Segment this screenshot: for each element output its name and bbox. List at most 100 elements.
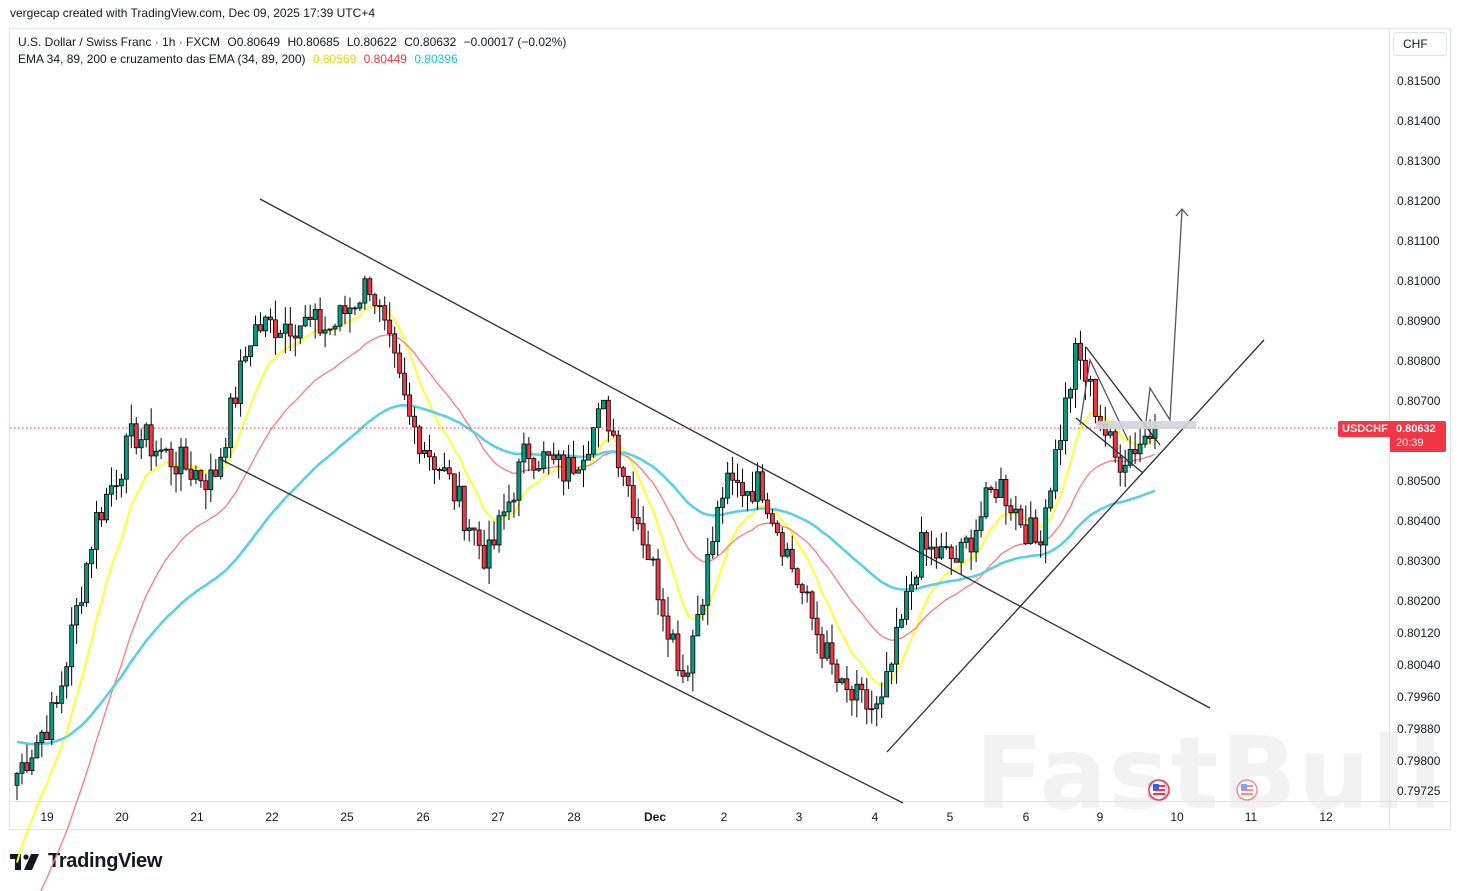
candle (392, 333, 398, 354)
chart-legend: U.S. Dollar / Swiss Franc · 1h · FXCM O0… (18, 34, 570, 68)
candle (397, 352, 403, 374)
ohlc-change: −0.00017 (−0.02%) (463, 35, 567, 49)
candle (521, 443, 527, 463)
candle (417, 426, 422, 454)
symbol-legend-row[interactable]: U.S. Dollar / Swiss Franc · 1h · FXCM O0… (18, 34, 570, 51)
candle (784, 548, 790, 557)
candle (675, 633, 681, 671)
candle (1087, 378, 1093, 382)
candle (104, 493, 109, 521)
candle (819, 634, 825, 659)
candle (302, 316, 308, 327)
price-axis-label: 0.80400 (1397, 514, 1441, 528)
ema34-value: 0.80569 (312, 52, 357, 66)
candle (337, 305, 343, 327)
candle (89, 549, 94, 565)
candle (755, 471, 760, 502)
candle (54, 702, 60, 705)
candle (79, 602, 85, 607)
flag-lower-line (1075, 417, 1144, 474)
candle (849, 689, 855, 701)
ema-200-line (16, 403, 1156, 746)
candle (998, 478, 1004, 499)
candle (884, 671, 890, 698)
time-axis-label: 3 (795, 810, 803, 824)
candle (506, 501, 512, 513)
candle (541, 451, 547, 469)
candle (496, 515, 502, 546)
candle (277, 332, 283, 338)
candle (1083, 359, 1088, 382)
us-flag-event-icon[interactable] (1146, 779, 1170, 801)
candle (735, 479, 740, 483)
candle (750, 491, 755, 502)
candle (1092, 378, 1098, 417)
candle (685, 672, 691, 677)
candle (1028, 517, 1034, 544)
price-axis-label: 0.81000 (1397, 274, 1441, 288)
time-axis-label: 21 (190, 810, 204, 824)
candle (163, 448, 169, 451)
candle (943, 546, 949, 549)
candle (362, 278, 368, 304)
price-axis-label: 0.79725 (1397, 784, 1441, 798)
candle (1003, 478, 1009, 507)
candle (412, 415, 417, 428)
candle (198, 470, 204, 482)
candle (1132, 449, 1138, 455)
price-axis-label: 0.81300 (1397, 154, 1441, 168)
candle (109, 485, 114, 495)
candle (933, 546, 939, 559)
ascending-support-trendline (886, 339, 1265, 753)
candle (327, 328, 333, 331)
ema200-value: 0.80396 (414, 52, 458, 66)
last-price-value: 0.80632 (1396, 423, 1436, 435)
candle (988, 487, 994, 491)
indicator-legend-row[interactable]: EMA 34, 89, 200 e cruzamento das EMA (34… (18, 51, 570, 68)
candle (1078, 342, 1083, 361)
candle (178, 446, 184, 475)
price-axis-label: 0.80800 (1397, 354, 1441, 368)
channel-upper-trendline (259, 198, 1211, 709)
candle (958, 541, 964, 563)
candle (213, 469, 219, 477)
candle (536, 468, 542, 471)
candle (367, 278, 373, 296)
candle (834, 663, 840, 683)
candle (446, 467, 452, 475)
ohlc-low: L0.80622 (346, 35, 397, 49)
currency-unit-button[interactable]: CHF (1393, 32, 1447, 56)
time-axis-label: 27 (491, 810, 505, 824)
us-flag-event-icon[interactable] (1236, 779, 1258, 801)
candle (894, 626, 899, 665)
candle (1112, 431, 1118, 458)
candle (1122, 464, 1128, 473)
candle (695, 613, 701, 637)
candle (804, 591, 810, 594)
price-axis-label: 0.80200 (1397, 594, 1441, 608)
candle (1147, 435, 1153, 439)
candle (382, 305, 388, 321)
ema89-value: 0.80449 (363, 52, 407, 66)
ohlc-close: C0.80632 (404, 35, 457, 49)
candle (297, 325, 303, 339)
candle (1142, 435, 1148, 445)
candle (720, 497, 726, 508)
candle (596, 408, 601, 428)
candle (953, 558, 959, 563)
candle (19, 762, 25, 774)
price-axis-label: 0.80700 (1397, 394, 1441, 408)
candle (307, 316, 313, 320)
chart-pane[interactable] (9, 28, 1451, 830)
candle (203, 480, 209, 491)
candle (84, 563, 89, 604)
candle (551, 454, 557, 460)
candle (466, 527, 472, 531)
price-axis-label: 0.80500 (1397, 474, 1441, 488)
candle (387, 319, 393, 335)
candle (1073, 342, 1078, 390)
candle (660, 599, 666, 617)
candle (486, 539, 492, 569)
candle (427, 450, 432, 458)
